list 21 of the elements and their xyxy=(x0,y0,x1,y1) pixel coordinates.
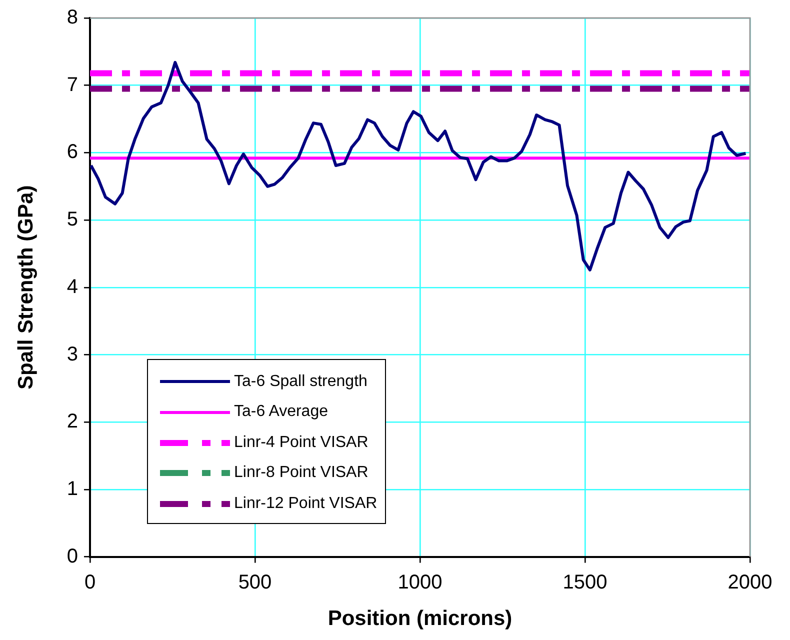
legend-label: Ta-6 Spall strength xyxy=(234,372,368,391)
legend-label: Linr-8 Point VISAR xyxy=(234,464,368,482)
x-tick-label: 1000 xyxy=(398,571,442,594)
x-axis-title: Position (microns) xyxy=(328,607,512,630)
x-tick-label: 2000 xyxy=(728,571,772,594)
y-tick-label: 7 xyxy=(66,74,78,96)
y-tick-label: 2 xyxy=(66,410,78,433)
x-tick-label: 0 xyxy=(84,571,96,594)
legend-label: Ta-6 Average xyxy=(234,403,328,422)
legend-label: Linr-4 Point VISAR xyxy=(234,434,368,452)
y-tick-label: 6 xyxy=(66,141,78,164)
y-tick-label: 3 xyxy=(66,343,78,366)
y-axis-title: Spall Strength (GPa) xyxy=(14,185,38,390)
legend-label: Linr-12 Point VISAR xyxy=(234,494,378,513)
x-tick-label: 500 xyxy=(238,571,272,594)
y-tick-label: 1 xyxy=(66,478,78,500)
y-tick-label: 4 xyxy=(66,276,78,298)
x-tick-label: 1500 xyxy=(562,571,608,594)
y-tick-label: 0 xyxy=(66,545,78,568)
y-tick-label: 5 xyxy=(66,208,78,231)
y-tick-label: 8 xyxy=(66,6,78,29)
